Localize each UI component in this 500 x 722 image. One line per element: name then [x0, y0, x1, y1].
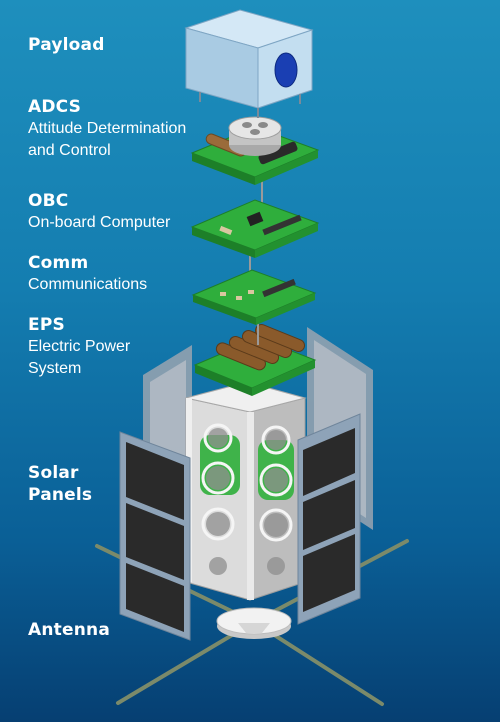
battery-cells [215, 324, 306, 371]
solar-title-line1: Solar [28, 463, 79, 483]
payload-title: Payload [28, 35, 105, 55]
label-eps: EPS Electric Power System [28, 314, 130, 380]
label-solar-panels: Solar Panels [28, 462, 92, 506]
comm-desc: Communications [28, 276, 148, 293]
eps-board [193, 324, 317, 396]
camera-lens [274, 52, 298, 88]
adcs-desc-line1: Attitude Determination [28, 120, 187, 137]
label-obc: OBC On-board Computer [28, 190, 170, 234]
label-antenna: Antenna [28, 619, 110, 641]
antenna-disk [216, 607, 292, 639]
obc-desc: On-board Computer [28, 214, 171, 231]
label-payload: Payload [28, 34, 105, 56]
solar-title-line2: Panels [28, 485, 93, 505]
obc-title: OBC [28, 191, 69, 211]
reaction-wheel [228, 116, 282, 156]
payload-module [184, 9, 314, 118]
eps-title: EPS [28, 315, 65, 335]
obc-board [190, 199, 320, 258]
label-comm: Comm Communications [28, 252, 147, 296]
comm-title: Comm [28, 253, 89, 273]
solar-panel-right [297, 413, 361, 625]
adcs-board [190, 116, 320, 185]
adcs-desc-line2: and Control [28, 142, 111, 159]
adcs-title: ADCS [28, 97, 82, 117]
label-adcs: ADCS Attitude Determination and Control [28, 96, 186, 162]
comm-board [191, 269, 317, 325]
cubesat-frame [185, 381, 307, 601]
solar-panel-left [119, 431, 191, 641]
eps-desc-line1: Electric Power [28, 338, 131, 355]
eps-desc-line2: System [28, 360, 82, 377]
antenna-title: Antenna [28, 620, 110, 640]
